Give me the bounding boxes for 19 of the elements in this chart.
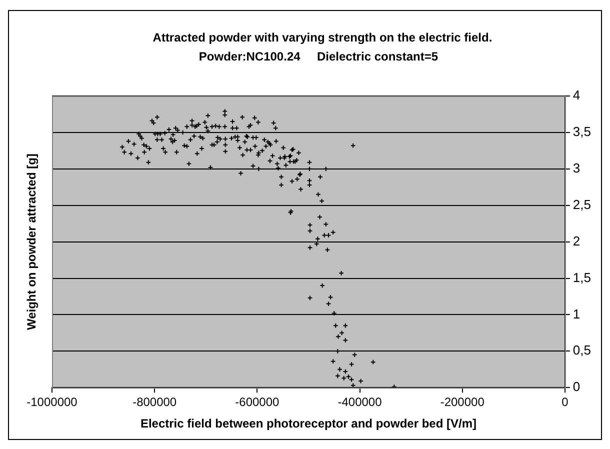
y-tick-label: 0 [572, 379, 580, 394]
x-tick-label: -400000 [338, 395, 382, 410]
y-tick-label: 3 [572, 160, 580, 176]
y-tick-label: 4 [572, 88, 580, 103]
x-tick-label: -200000 [440, 395, 485, 410]
x-axis-title: Electric field between photoreceptor and powder bed [V/m] [140, 416, 476, 430]
chart-title: Attracted powder with varying strength on the electric field. [152, 30, 492, 44]
x-tick-label: -800000 [132, 395, 177, 410]
y-tick-label: 3,5 [572, 124, 592, 140]
chart-subtitle: Powder:NC100.24 Dielectric constant=5 [198, 49, 438, 64]
y-tick-label: 2,5 [572, 196, 592, 212]
x-tick-label: -600000 [235, 395, 280, 410]
y-tick-label: 1,5 [572, 270, 592, 285]
y-axis-title: Weight on powder attracted [g] [24, 154, 38, 330]
y-tick-label: 1 [572, 306, 580, 322]
x-tick-label: -1000000 [26, 395, 78, 410]
y-tick-label: 2 [572, 233, 580, 248]
x-tick-label: 0 [562, 395, 569, 410]
y-tick-label: 0,5 [572, 342, 592, 358]
